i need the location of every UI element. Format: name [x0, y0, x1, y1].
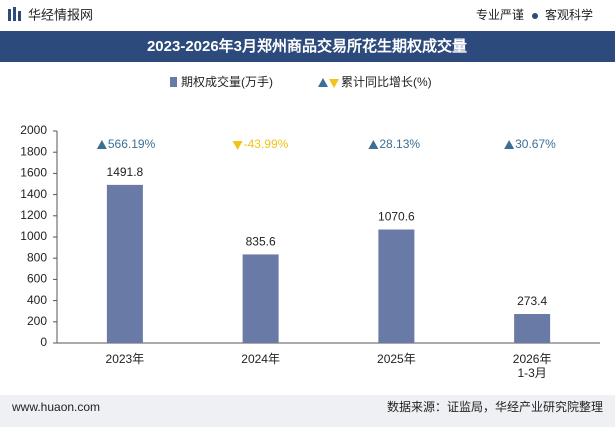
growth-label: -43.99% — [244, 137, 289, 151]
bar — [514, 314, 551, 343]
legend-marker — [329, 79, 339, 88]
growth-label: 28.13% — [379, 137, 420, 151]
data-label: 835.6 — [246, 235, 276, 249]
top-bar — [0, 0, 615, 30]
x-tick-label: 2025年 — [377, 352, 416, 366]
bar — [378, 229, 415, 343]
growth-marker — [368, 140, 379, 149]
slogan: 客观科学 — [545, 7, 593, 22]
y-tick-label: 1200 — [20, 208, 47, 222]
bar — [242, 254, 279, 343]
logo — [18, 11, 21, 21]
y-tick-label: 200 — [27, 314, 47, 328]
legend-label: 期权成交量(万手) — [181, 74, 273, 89]
footer-band — [0, 395, 615, 427]
legend-label: 累计同比增长(%) — [341, 75, 432, 89]
growth-marker — [232, 141, 243, 150]
source: 数据来源：证监局，华经产业研究院整理 — [387, 399, 603, 414]
y-tick-label: 1400 — [20, 187, 47, 201]
x-tick-label: 2023年 — [105, 352, 145, 366]
y-tick-label: 600 — [27, 272, 47, 286]
y-tick-label: 1600 — [20, 166, 47, 180]
y-tick-label: 1800 — [20, 144, 47, 158]
bar — [106, 184, 143, 343]
legend-marker — [318, 78, 328, 87]
growth-marker — [96, 140, 107, 149]
data-label: 273.4 — [517, 294, 547, 308]
title-band — [0, 31, 615, 62]
slogan: 专业严谨 — [476, 7, 524, 22]
growth-marker — [504, 140, 515, 149]
growth-label: 566.19% — [108, 137, 156, 151]
y-tick-label: 2000 — [20, 123, 47, 137]
data-label: 1070.6 — [378, 210, 415, 224]
x-tick-label: 2024年 — [241, 352, 280, 366]
dot — [532, 13, 538, 19]
chart-title: 2023-2026年3月郑州商品交易所花生期权成交量 — [147, 37, 467, 55]
legend-swatch — [170, 77, 177, 87]
website: www.huaon.com — [11, 400, 100, 414]
y-tick-label: 1000 — [20, 229, 47, 243]
data-label: 1491.8 — [107, 165, 144, 179]
y-tick-label: 800 — [27, 250, 47, 264]
x-tick-label: 2026年 1-3月 — [512, 352, 552, 380]
logo — [8, 9, 11, 21]
y-tick-label: 0 — [40, 335, 47, 349]
growth-label: 30.67% — [515, 137, 556, 151]
y-tick-label: 400 — [27, 293, 47, 307]
logo — [13, 7, 16, 21]
brand: 华经情报网 — [28, 7, 93, 22]
